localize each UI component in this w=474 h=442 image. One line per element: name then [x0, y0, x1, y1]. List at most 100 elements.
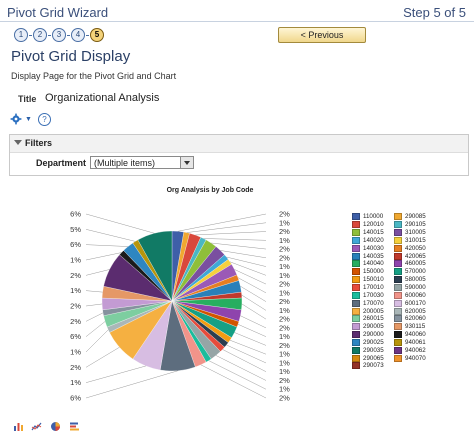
legend-label: 460005 [405, 260, 426, 268]
header-divider [0, 21, 474, 22]
legend-swatch [394, 213, 402, 221]
wizard-step-3[interactable]: 3 [52, 28, 66, 42]
gear-icon[interactable] [10, 113, 22, 125]
slice-percent-label: 1% [70, 348, 81, 357]
slice-percent-label: 1% [279, 218, 290, 227]
legend-swatch [394, 276, 402, 284]
label-leader-line [220, 250, 267, 259]
pie-chart-icon[interactable] [50, 421, 61, 432]
legend-swatch [352, 252, 360, 260]
step-connector [29, 34, 32, 36]
legend-swatch [394, 268, 402, 276]
label-leader-line [222, 349, 267, 372]
line-chart-icon[interactable] [31, 421, 42, 432]
label-leader-line [215, 355, 267, 381]
legend-swatch [394, 244, 402, 252]
filters-header[interactable]: Filters [10, 135, 468, 153]
filters-panel: Filters Department (Multiple items) [9, 134, 469, 176]
legend-label: 420050 [405, 244, 426, 252]
legend-label: 170030 [363, 291, 384, 299]
legend-swatch [352, 244, 360, 252]
legend-label: 290035 [363, 346, 384, 354]
legend-swatch [352, 323, 360, 331]
slice-percent-label: 2% [279, 341, 290, 350]
stacked-bar-icon[interactable] [69, 421, 80, 432]
label-leader-line [237, 277, 267, 294]
label-leader-line [229, 339, 267, 355]
legend-swatch [352, 307, 360, 315]
label-leader-line [85, 365, 146, 383]
slice-percent-label: 6% [70, 394, 81, 403]
bar-chart-icon[interactable] [13, 421, 24, 432]
chart-legend: 110000 290085 120010 290105 140015 310005 1400… [352, 213, 436, 370]
step-connector [48, 34, 51, 36]
legend-label: 310005 [405, 229, 426, 237]
department-label: Department [36, 158, 87, 168]
legend-item: 290025 [352, 338, 394, 347]
label-leader-line [186, 222, 267, 233]
label-leader-line [203, 238, 267, 241]
legend-swatch [352, 354, 360, 362]
legend-item: 310015 [394, 236, 436, 245]
legend-swatch [352, 291, 360, 299]
legend-item: 940060 [394, 331, 436, 339]
previous-button[interactable]: < Previous [278, 27, 366, 43]
label-leader-line [85, 213, 155, 234]
slice-percent-label: 1% [279, 271, 290, 280]
department-select-value: (Multiple items) [94, 158, 156, 168]
wizard-step-2[interactable]: 2 [33, 28, 47, 42]
label-leader-line [85, 290, 103, 293]
label-leader-line [85, 370, 179, 399]
label-leader-line [226, 344, 267, 364]
legend-label: 110000 [363, 213, 384, 221]
slice-percent-label: 1% [70, 256, 81, 265]
slice-percent-label: 1% [279, 385, 290, 394]
filters-heading: Filters [25, 138, 53, 148]
department-select[interactable]: (Multiple items) [90, 156, 194, 169]
label-leader-line [85, 312, 104, 322]
legend-swatch [394, 307, 402, 315]
label-leader-line [211, 242, 267, 250]
slice-percent-label: 1% [279, 350, 290, 359]
legend-label: 290000 [363, 331, 384, 339]
legend-label: 290085 [405, 213, 426, 221]
legend-item: 140040 [352, 260, 394, 268]
label-leader-line [208, 360, 267, 390]
legend-item: 260015 [352, 315, 394, 323]
help-icon[interactable]: ? [38, 113, 51, 126]
dropdown-arrow-icon[interactable] [180, 157, 193, 168]
label-leader-line [241, 303, 267, 320]
legend-swatch [394, 229, 402, 237]
legend-item: 570000 [394, 268, 436, 276]
legend-swatch [352, 236, 360, 244]
slice-percent-label: 1% [279, 306, 290, 315]
legend-label: 940062 [405, 346, 426, 354]
collapse-triangle-icon[interactable] [14, 140, 22, 145]
legend-label: 590000 [405, 284, 426, 292]
chevron-down-icon[interactable]: ▼ [25, 116, 32, 123]
legend-item: 940070 [394, 354, 436, 362]
slice-percent-label: 2% [279, 394, 290, 403]
legend-label: 600170 [405, 299, 426, 307]
legend-swatch [352, 268, 360, 276]
legend-item: 170070 [352, 299, 394, 307]
legend-item: 290105 [394, 221, 436, 229]
legend-swatch [352, 362, 360, 370]
legend-swatch [352, 229, 360, 237]
slice-percent-label: 6% [70, 332, 81, 341]
legend-label: 260015 [363, 315, 384, 323]
legend-item: 140030 [352, 244, 394, 252]
legend-item: 620060 [394, 315, 436, 323]
label-leader-line [240, 286, 267, 302]
legend-label: 580005 [405, 276, 426, 284]
legend-item: 420065 [394, 252, 436, 260]
legend-item: 310005 [394, 229, 436, 237]
legend-item: 170010 [352, 284, 394, 292]
legend-swatch [394, 315, 402, 323]
wizard-step-5[interactable]: 5 [90, 28, 104, 42]
legend-swatch [394, 323, 402, 331]
wizard-step-1[interactable]: 1 [14, 28, 28, 42]
legend-item: 600060 [394, 291, 436, 299]
wizard-step-4[interactable]: 4 [71, 28, 85, 42]
legend-swatch [352, 260, 360, 268]
